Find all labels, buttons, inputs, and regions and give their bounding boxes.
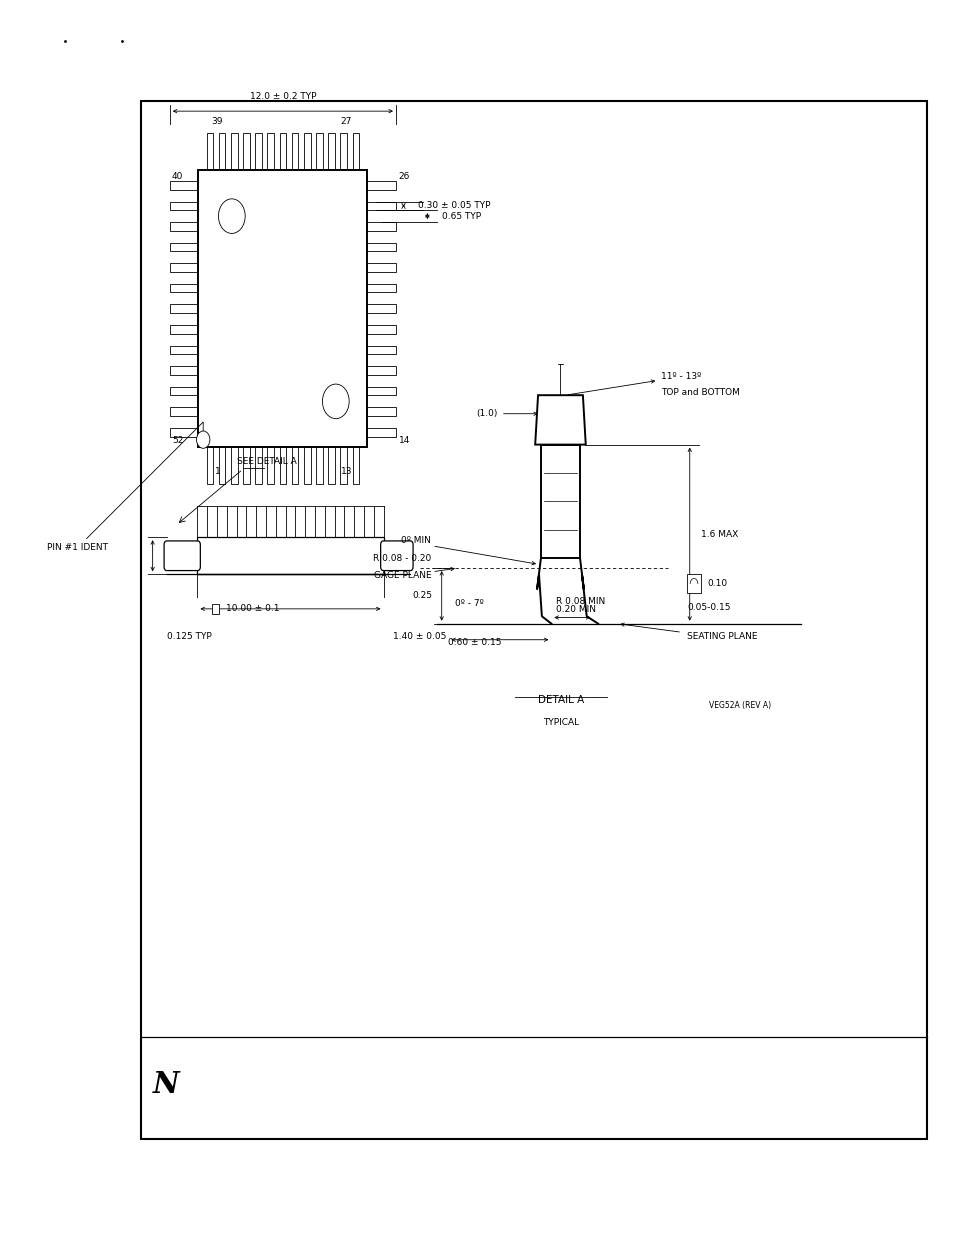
Bar: [170, 366, 198, 374]
Bar: [328, 447, 335, 484]
Bar: [367, 222, 395, 231]
Bar: [197, 537, 383, 574]
Text: SEE DETAIL A: SEE DETAIL A: [236, 457, 296, 466]
Text: R 0.08 MIN: R 0.08 MIN: [556, 597, 605, 606]
Text: 11º - 13º: 11º - 13º: [660, 372, 700, 382]
Text: VEG52A (REV A): VEG52A (REV A): [708, 700, 770, 710]
FancyBboxPatch shape: [380, 541, 413, 571]
Text: 52: 52: [172, 436, 183, 446]
Bar: [218, 133, 225, 170]
Bar: [540, 445, 579, 558]
Bar: [352, 447, 358, 484]
Bar: [243, 133, 250, 170]
Bar: [170, 180, 198, 189]
Bar: [231, 133, 237, 170]
Bar: [340, 447, 347, 484]
Bar: [303, 133, 311, 170]
Bar: [315, 133, 322, 170]
Text: 0.25: 0.25: [412, 592, 432, 600]
Bar: [170, 346, 198, 354]
Bar: [367, 180, 395, 189]
Bar: [170, 242, 198, 251]
Bar: [279, 447, 286, 484]
Text: DETAIL A: DETAIL A: [537, 695, 583, 705]
Text: 14: 14: [398, 436, 410, 446]
Bar: [367, 305, 395, 314]
Bar: [170, 284, 198, 293]
Text: N: N: [152, 1070, 179, 1099]
Bar: [255, 447, 261, 484]
Bar: [367, 387, 395, 395]
Text: 26: 26: [398, 172, 410, 182]
Bar: [170, 408, 198, 416]
Bar: [367, 427, 395, 436]
Bar: [340, 133, 347, 170]
Text: 27: 27: [340, 117, 352, 126]
Bar: [170, 263, 198, 272]
Bar: [367, 284, 395, 293]
Text: 1: 1: [214, 467, 220, 475]
Bar: [315, 447, 322, 484]
Bar: [198, 170, 367, 447]
Circle shape: [196, 431, 210, 448]
Text: 1.6 MAX: 1.6 MAX: [700, 530, 738, 538]
Text: GAGE PLANE: GAGE PLANE: [374, 571, 431, 580]
Bar: [367, 201, 395, 210]
Bar: [170, 427, 198, 436]
Text: 13: 13: [340, 467, 352, 475]
Bar: [170, 201, 198, 210]
Text: SEATING PLANE: SEATING PLANE: [686, 631, 757, 641]
Bar: [243, 447, 250, 484]
Bar: [170, 305, 198, 314]
Bar: [367, 263, 395, 272]
Bar: [328, 133, 335, 170]
Text: TOP and BOTTOM: TOP and BOTTOM: [660, 388, 740, 398]
Text: 0.65 TYP: 0.65 TYP: [441, 211, 480, 221]
Text: 12.0 ± 0.2 TYP: 12.0 ± 0.2 TYP: [250, 93, 315, 101]
Text: R 0.08 - 0.20: R 0.08 - 0.20: [373, 553, 431, 563]
Bar: [303, 447, 311, 484]
Text: 0.125 TYP: 0.125 TYP: [167, 631, 212, 641]
Bar: [206, 133, 213, 170]
Bar: [292, 447, 298, 484]
Bar: [231, 447, 237, 484]
Text: 0º MIN: 0º MIN: [401, 536, 431, 546]
Bar: [170, 387, 198, 395]
Polygon shape: [535, 395, 585, 445]
FancyBboxPatch shape: [164, 541, 200, 571]
Bar: [267, 447, 274, 484]
Circle shape: [322, 384, 349, 419]
Bar: [367, 366, 395, 374]
Bar: [212, 604, 219, 614]
Text: (1.0): (1.0): [476, 409, 497, 419]
Text: 0.10: 0.10: [706, 579, 726, 588]
Bar: [367, 346, 395, 354]
Bar: [367, 325, 395, 333]
Text: 0.05-0.15: 0.05-0.15: [686, 603, 730, 613]
Bar: [267, 133, 274, 170]
Text: 1.40 ± 0.05: 1.40 ± 0.05: [393, 631, 446, 641]
Text: 0º - 7º: 0º - 7º: [455, 599, 483, 609]
Text: 40: 40: [172, 172, 183, 182]
Circle shape: [218, 199, 245, 233]
Text: 0.20 MIN: 0.20 MIN: [556, 605, 596, 614]
Text: 0.30 ± 0.05 TYP: 0.30 ± 0.05 TYP: [417, 201, 490, 210]
Bar: [206, 447, 213, 484]
Text: 39: 39: [212, 117, 223, 126]
Bar: [170, 325, 198, 333]
Text: 10.00 ± 0.1: 10.00 ± 0.1: [226, 604, 279, 614]
Bar: [279, 133, 286, 170]
Bar: [292, 133, 298, 170]
Bar: [141, 101, 926, 1139]
Text: TYPICAL: TYPICAL: [542, 718, 578, 726]
Bar: [686, 574, 700, 593]
Text: PIN #1 IDENT: PIN #1 IDENT: [47, 422, 203, 552]
Bar: [255, 133, 261, 170]
Text: 0.60 ± 0.15: 0.60 ± 0.15: [448, 637, 501, 647]
Bar: [352, 133, 358, 170]
Bar: [218, 447, 225, 484]
Bar: [367, 242, 395, 251]
Bar: [170, 222, 198, 231]
Bar: [367, 408, 395, 416]
